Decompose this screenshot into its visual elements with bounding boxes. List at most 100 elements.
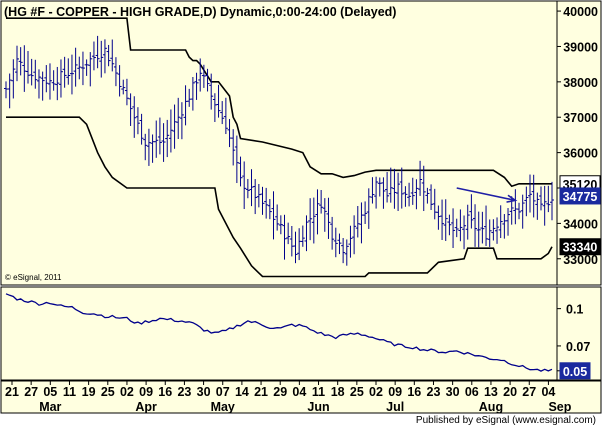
time-tick-label: 04 <box>541 385 555 399</box>
price-bar <box>271 191 276 240</box>
price-bar <box>363 201 368 224</box>
price-bar <box>550 181 554 221</box>
price-tick-label: 39000 <box>563 40 598 54</box>
price-bar <box>344 239 349 266</box>
price-bar <box>128 93 133 126</box>
price-bar <box>253 179 258 215</box>
price-bar <box>249 169 254 207</box>
price-bar <box>443 199 448 241</box>
price-bar <box>454 218 459 238</box>
price-bar <box>311 197 316 244</box>
price-bar <box>399 167 404 209</box>
indicator-panel <box>0 286 558 381</box>
time-tick-label: 19 <box>82 385 96 399</box>
price-tick-label: 37000 <box>563 111 598 125</box>
price-bar <box>414 179 419 210</box>
price-bar <box>385 172 390 203</box>
price-bar <box>62 56 67 88</box>
chart: 3300034000350003600037000380003900040000… <box>0 0 602 414</box>
month-label: Jun <box>307 400 329 414</box>
time-tick-label: 25 <box>101 385 115 399</box>
time-tick-label: 09 <box>139 385 153 399</box>
price-bar <box>73 47 78 87</box>
price-bar <box>473 204 478 247</box>
time-tick-label: 27 <box>24 385 38 399</box>
month-label: Apr <box>135 400 157 414</box>
time-tick-label: 23 <box>177 385 191 399</box>
price-bar <box>205 68 210 92</box>
time-tick-label: 18 <box>331 385 345 399</box>
price-bar <box>421 165 426 212</box>
footer-text: Published by eSignal (www.esignal.com) <box>415 415 596 426</box>
price-bar <box>209 73 214 110</box>
price-bar <box>106 44 111 67</box>
price-bar <box>520 194 525 229</box>
price-bar <box>40 71 45 101</box>
price-bar <box>462 215 467 250</box>
indicator-tick-label: 0.1 <box>566 303 583 317</box>
price-bar <box>498 205 503 239</box>
price-bar <box>58 59 63 98</box>
price-tick-label: 38000 <box>563 76 598 90</box>
price-label-text: 33340 <box>563 241 598 255</box>
price-bar <box>480 211 485 244</box>
price-bar <box>124 78 129 106</box>
price-bar <box>458 209 463 242</box>
indicator-last-label: 0.05 <box>563 365 587 379</box>
time-tick-label: 27 <box>522 385 536 399</box>
price-bar <box>264 187 269 219</box>
time-tick-label: 11 <box>312 385 325 399</box>
price-bar <box>44 65 49 93</box>
price-bar <box>278 215 283 235</box>
price-bar <box>381 177 386 209</box>
price-bar <box>440 199 445 241</box>
price-bar <box>330 216 335 250</box>
price-bar <box>326 197 331 239</box>
price-bar <box>407 182 412 207</box>
price-bar <box>99 40 104 78</box>
price-bar <box>231 129 236 166</box>
price-bar <box>352 215 357 255</box>
price-bar <box>7 73 12 109</box>
price-bar <box>531 174 536 218</box>
price-bar <box>322 198 327 232</box>
time-tick-label: 21 <box>254 385 268 399</box>
price-bar <box>528 174 533 213</box>
time-tick-label: 13 <box>484 385 498 399</box>
price-bar <box>396 172 401 211</box>
month-label: May <box>211 400 235 414</box>
time-tick-label: 20 <box>503 385 517 399</box>
price-bar <box>546 185 551 213</box>
price-bar <box>238 156 243 187</box>
price-bar <box>168 109 173 153</box>
price-bar <box>487 219 492 247</box>
time-tick-label: 30 <box>197 385 211 399</box>
price-bar <box>539 186 544 211</box>
price-bar <box>341 238 346 264</box>
price-bar <box>506 208 511 236</box>
price-bar <box>18 47 23 76</box>
price-bar <box>36 69 41 99</box>
price-bar <box>282 214 287 260</box>
price-tick-label: 33000 <box>563 253 598 267</box>
indicator-line <box>5 293 553 372</box>
month-label: Mar <box>39 400 61 414</box>
price-bar <box>275 204 280 231</box>
price-bar <box>77 56 82 80</box>
price-bar <box>403 186 408 207</box>
price-bar <box>370 177 375 204</box>
price-tick-label: 40000 <box>563 5 598 19</box>
price-bar <box>348 225 353 258</box>
price-bar <box>135 107 140 135</box>
price-bar <box>425 187 430 204</box>
price-bar <box>176 97 181 140</box>
price-bar <box>242 161 247 210</box>
price-bar <box>216 84 221 118</box>
watermark: © eSignal, 2011 <box>5 273 62 282</box>
indicator-last-box <box>559 362 591 380</box>
price-bar <box>517 202 522 220</box>
price-bar <box>374 176 379 209</box>
price-bar <box>190 76 195 111</box>
time-tick-label: 05 <box>43 385 57 399</box>
price-bar <box>69 54 74 95</box>
